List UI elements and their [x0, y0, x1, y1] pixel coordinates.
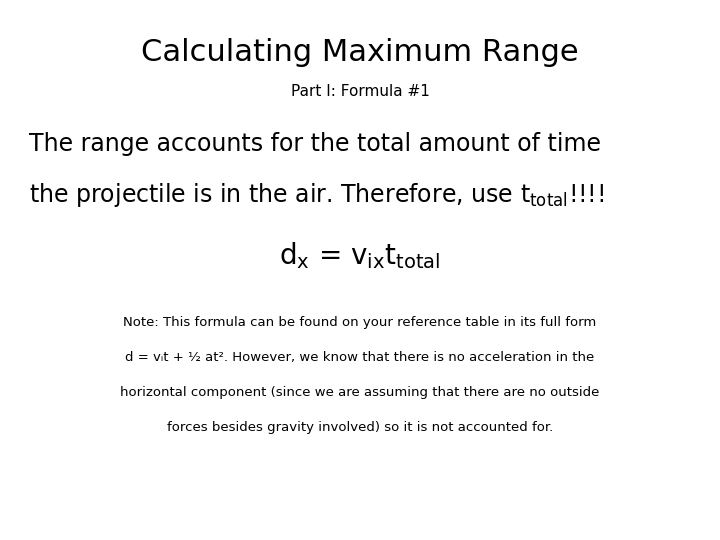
Text: The range accounts for the total amount of time: The range accounts for the total amount …	[29, 132, 600, 156]
Text: Calculating Maximum Range: Calculating Maximum Range	[141, 38, 579, 67]
Text: Note: This formula can be found on your reference table in its full form: Note: This formula can be found on your …	[123, 316, 597, 329]
Text: d = vᵢt + ½ at². However, we know that there is no acceleration in the: d = vᵢt + ½ at². However, we know that t…	[125, 351, 595, 364]
Text: forces besides gravity involved) so it is not accounted for.: forces besides gravity involved) so it i…	[167, 421, 553, 434]
Text: the projectile is in the air. Therefore, use $\mathregular{t}_{\mathregular{tota: the projectile is in the air. Therefore,…	[29, 181, 604, 209]
Text: $\mathregular{d}_{\mathregular{x}}$ = $\mathregular{v}_{\mathregular{ix}}\mathre: $\mathregular{d}_{\mathregular{x}}$ = $\…	[279, 240, 441, 271]
Text: horizontal component (since we are assuming that there are no outside: horizontal component (since we are assum…	[120, 386, 600, 399]
Text: Part I: Formula #1: Part I: Formula #1	[291, 84, 429, 99]
